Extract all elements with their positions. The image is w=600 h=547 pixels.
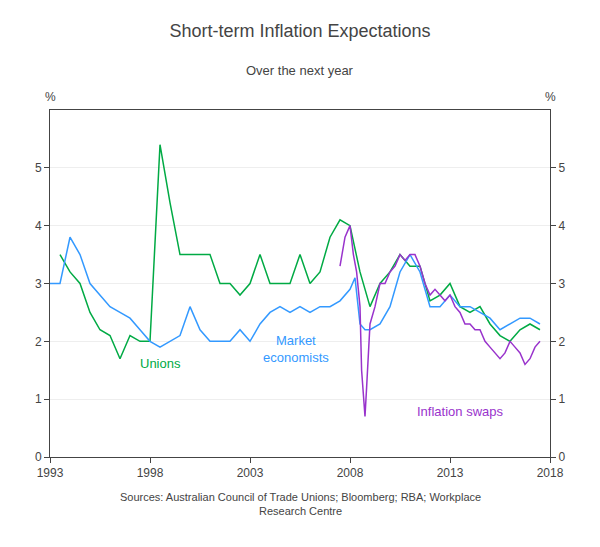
svg-text:Marketeconomists: Marketeconomists	[263, 333, 329, 365]
svg-text:%: %	[45, 90, 56, 104]
svg-text:1998: 1998	[137, 466, 164, 480]
svg-text:Short-term Inflation Expectati: Short-term Inflation Expectations	[169, 21, 430, 41]
svg-text:2018: 2018	[537, 466, 564, 480]
svg-text:Sources: Australian Council of: Sources: Australian Council of Trade Uni…	[120, 491, 481, 517]
svg-text:5: 5	[558, 161, 565, 175]
svg-text:0: 0	[35, 450, 42, 464]
svg-text:3: 3	[35, 277, 42, 291]
svg-text:4: 4	[558, 219, 565, 233]
svg-text:Inflation swaps: Inflation swaps	[417, 404, 503, 419]
svg-text:Unions: Unions	[140, 356, 181, 371]
svg-text:2003: 2003	[237, 466, 264, 480]
svg-text:Over the next year: Over the next year	[246, 63, 354, 78]
svg-text:%: %	[545, 90, 556, 104]
svg-text:2008: 2008	[337, 466, 364, 480]
svg-text:0: 0	[558, 450, 565, 464]
svg-text:1: 1	[558, 392, 565, 406]
svg-text:2: 2	[558, 335, 565, 349]
svg-text:2013: 2013	[437, 466, 464, 480]
svg-text:5: 5	[35, 161, 42, 175]
svg-text:1993: 1993	[37, 466, 64, 480]
svg-text:2: 2	[35, 335, 42, 349]
svg-text:3: 3	[558, 277, 565, 291]
svg-text:1: 1	[35, 392, 42, 406]
svg-text:4: 4	[35, 219, 42, 233]
